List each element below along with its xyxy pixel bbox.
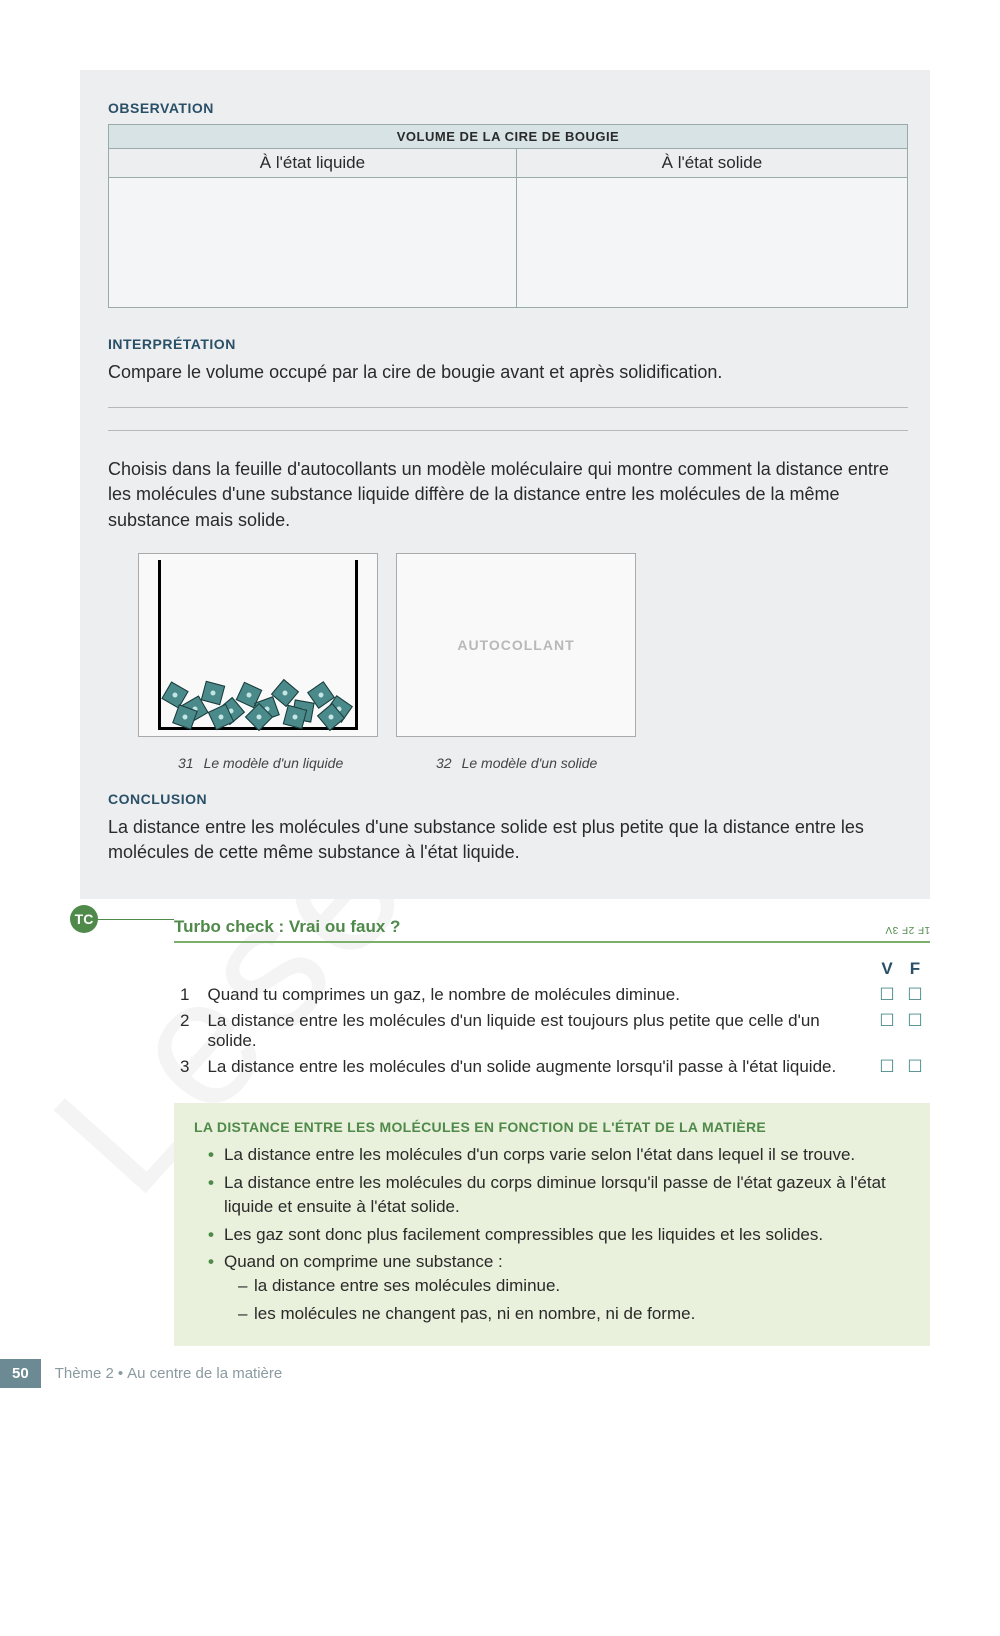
quiz-row-1: 1 Quand tu comprimes un gaz, le nombre d…	[176, 983, 928, 1007]
cell-liquid[interactable]	[109, 178, 517, 308]
caption-liquid: 31Le modèle d'un liquide	[138, 755, 378, 771]
q2-v-checkbox[interactable]: ☐	[874, 1009, 900, 1053]
interpretation-intro: Compare le volume occupé par la cire de …	[108, 360, 908, 385]
col-liquid-header: À l'état liquide	[109, 149, 517, 178]
header-v: V	[874, 957, 900, 981]
experiment-block: OBSERVATION VOLUME DE LA CIRE DE BOUGIE …	[80, 70, 930, 899]
beaker-liquid	[158, 560, 358, 730]
tc-connector-line	[98, 919, 174, 920]
volume-table: VOLUME DE LA CIRE DE BOUGIE À l'état liq…	[108, 124, 908, 308]
summary-bullet: La distance entre les molécules du corps…	[208, 1171, 910, 1219]
caption-solid: 32Le modèle d'un solide	[396, 755, 636, 771]
interpretation-label: INTERPRÉTATION	[108, 336, 908, 352]
summary-sub-bullet: les molécules ne changent pas, ni en nom…	[238, 1302, 910, 1326]
summary-bullet: La distance entre les molécules d'un cor…	[208, 1143, 910, 1167]
tc-answers-inverted: 1F 2F 3V	[885, 924, 930, 935]
q1-v-checkbox[interactable]: ☐	[874, 983, 900, 1007]
page-footer: 50 Thème 2•Au centre de la matière	[0, 1359, 282, 1388]
footer-text: Thème 2•Au centre de la matière	[55, 1365, 283, 1382]
figure-liquid	[138, 553, 378, 737]
interpretation-task: Choisis dans la feuille d'autocollants u…	[108, 457, 908, 533]
summary-bullet: Quand on comprime une substance : la dis…	[208, 1250, 910, 1325]
sticker-label: AUTOCOLLANT	[457, 637, 574, 653]
q1-f-checkbox[interactable]: ☐	[902, 983, 928, 1007]
q2-f-checkbox[interactable]: ☐	[902, 1009, 928, 1053]
turbo-check-section: TC Turbo check : Vrai ou faux ? 1F 2F 3V…	[174, 909, 930, 1346]
observation-label: OBSERVATION	[108, 100, 908, 116]
q3-f-checkbox[interactable]: ☐	[902, 1055, 928, 1079]
quiz-row-3: 3 La distance entre les molécules d'un s…	[176, 1055, 928, 1079]
summary-sub-bullet: la distance entre ses molécules diminue.	[238, 1274, 910, 1298]
conclusion-label: CONCLUSION	[108, 791, 908, 807]
tc-badge: TC	[70, 905, 98, 933]
liquid-molecules-icon	[163, 679, 353, 727]
quiz-table: V F 1 Quand tu comprimes un gaz, le nomb…	[174, 955, 930, 1081]
col-solid-header: À l'état solide	[516, 149, 907, 178]
summary-box: LA DISTANCE ENTRE LES MOLÉCULES EN FONCT…	[174, 1103, 930, 1346]
q3-v-checkbox[interactable]: ☐	[874, 1055, 900, 1079]
cell-solid[interactable]	[516, 178, 907, 308]
summary-bullet: Les gaz sont donc plus facilement compre…	[208, 1223, 910, 1247]
answer-line-1[interactable]	[108, 407, 908, 408]
quiz-row-2: 2 La distance entre les molécules d'un l…	[176, 1009, 928, 1053]
answer-line-2[interactable]	[108, 430, 908, 431]
header-f: F	[902, 957, 928, 981]
conclusion-text: La distance entre les molécules d'une su…	[108, 815, 908, 865]
tc-title: Turbo check : Vrai ou faux ?	[174, 917, 400, 937]
summary-title: LA DISTANCE ENTRE LES MOLÉCULES EN FONCT…	[194, 1119, 910, 1135]
figure-solid-placeholder[interactable]: AUTOCOLLANT	[396, 553, 636, 737]
page-number: 50	[0, 1359, 41, 1388]
table-title: VOLUME DE LA CIRE DE BOUGIE	[109, 125, 908, 149]
